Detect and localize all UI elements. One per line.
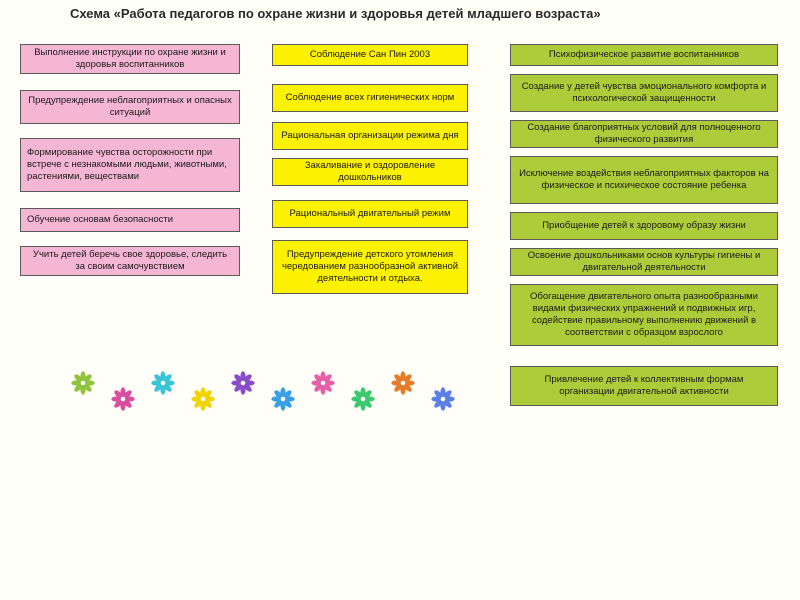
yellow-box-1: Соблюдение всех гигиенических норм	[272, 84, 468, 112]
yellow-box-4: Рациональный двигательный режим	[272, 200, 468, 228]
pink-box-1: Предупреждение неблагоприятных и опасных…	[20, 90, 240, 124]
flower-icon	[150, 370, 176, 396]
green-box-2: Создание благоприятных условий для полно…	[510, 120, 778, 148]
yellow-box-3: Закаливание и оздоровление дошкольников	[272, 158, 468, 186]
flower-icon	[190, 386, 216, 412]
page-title: Схема «Работа педагогов по охране жизни …	[70, 6, 690, 23]
flower-icon	[230, 370, 256, 396]
yellow-box-2: Рациональная организации режима дня	[272, 122, 468, 150]
green-box-7: Привлечение детей к коллективным формам …	[510, 366, 778, 406]
green-box-3: Исключение воздействия неблагоприятных ф…	[510, 156, 778, 204]
pink-box-2: Формирование чувства осторожности при вс…	[20, 138, 240, 192]
green-box-4: Приобщение детей к здоровому образу жизн…	[510, 212, 778, 240]
flower-icon	[70, 370, 96, 396]
pink-box-0: Выполнение инструкции по охране жизни и …	[20, 44, 240, 74]
flower-icon	[270, 386, 296, 412]
yellow-box-5: Предупреждение детского утомления чередо…	[272, 240, 468, 294]
flower-icon	[310, 370, 336, 396]
green-box-0: Психофизическое развитие воспитанников	[510, 44, 778, 66]
green-box-1: Создание у детей чувства эмоционального …	[510, 74, 778, 112]
green-box-5: Освоение дошкольниками основ культуры ги…	[510, 248, 778, 276]
yellow-box-0: Соблюдение Сан Пин 2003	[272, 44, 468, 66]
green-box-6: Обогащение двигательного опыта разнообра…	[510, 284, 778, 346]
pink-box-4: Учить детей беречь свое здоровье, следит…	[20, 246, 240, 276]
flower-icon	[430, 386, 456, 412]
pink-box-3: Обучение основам безопасности	[20, 208, 240, 232]
flower-icon	[110, 386, 136, 412]
flower-icon	[390, 370, 416, 396]
flower-icon	[350, 386, 376, 412]
